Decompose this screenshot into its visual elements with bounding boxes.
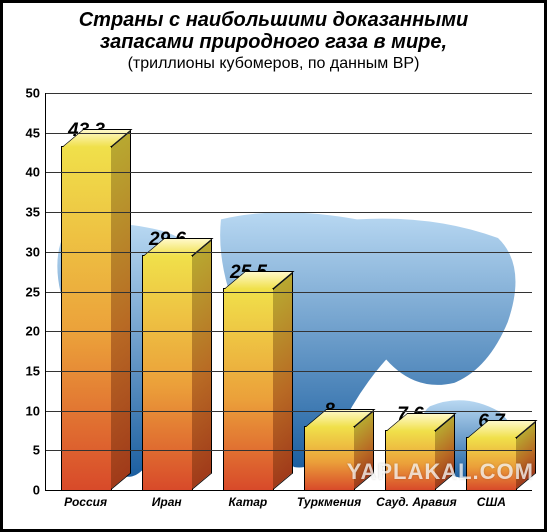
- y-tick-label: 40: [26, 165, 46, 180]
- title-line-1: Страны с наибольшими доказанными: [79, 9, 469, 31]
- bar-side-face: [192, 239, 212, 490]
- gridline: [46, 411, 532, 412]
- x-tick-label: Иран: [133, 495, 201, 517]
- gridline: [46, 252, 532, 253]
- gridline: [46, 93, 532, 94]
- plot-area: 43,329,625,587,66,7 05101520253035404550: [45, 93, 532, 491]
- bar-side-face: [111, 130, 131, 490]
- bar-face: [142, 255, 193, 490]
- gridline: [46, 133, 532, 134]
- gridline: [46, 331, 532, 332]
- title-line-2: запасами природного газа в мире,: [100, 31, 447, 53]
- y-tick-label: 30: [26, 244, 46, 259]
- y-tick-label: 25: [26, 284, 46, 299]
- y-tick-label: 15: [26, 363, 46, 378]
- gridline: [46, 292, 532, 293]
- gridline: [46, 371, 532, 372]
- x-tick-label: США: [457, 495, 525, 517]
- x-tick-label: Туркмения: [295, 495, 363, 517]
- x-axis: Россия Иран Катар Туркмения Сауд. Аравия США: [45, 495, 532, 517]
- y-tick-label: 50: [26, 86, 46, 101]
- title-block: Страны с наибольшими доказанными запасам…: [3, 3, 544, 77]
- gridline: [46, 212, 532, 213]
- bar-side-face: [273, 272, 293, 490]
- plot-container: 43,329,625,587,66,7 05101520253035404550: [45, 93, 532, 491]
- y-tick-label: 35: [26, 205, 46, 220]
- chart-frame: Страны с наибольшими доказанными запасам…: [0, 0, 547, 532]
- chart-subtitle: (триллионы кубомеров, по данным BP): [13, 55, 534, 73]
- y-tick-label: 0: [33, 483, 46, 498]
- watermark: YAPLAKAL.COM: [347, 459, 534, 485]
- y-tick-label: 5: [33, 443, 46, 458]
- x-tick-label: Сауд. Аравия: [376, 495, 444, 517]
- x-tick-label: Катар: [214, 495, 282, 517]
- y-tick-label: 10: [26, 403, 46, 418]
- chart-title: Страны с наибольшими доказанными запасам…: [13, 9, 534, 53]
- y-tick-label: 45: [26, 125, 46, 140]
- gridline: [46, 450, 532, 451]
- gridline: [46, 172, 532, 173]
- y-tick-label: 20: [26, 324, 46, 339]
- x-tick-label: Россия: [51, 495, 119, 517]
- bar-face: [61, 146, 112, 490]
- bar-face: [223, 288, 274, 490]
